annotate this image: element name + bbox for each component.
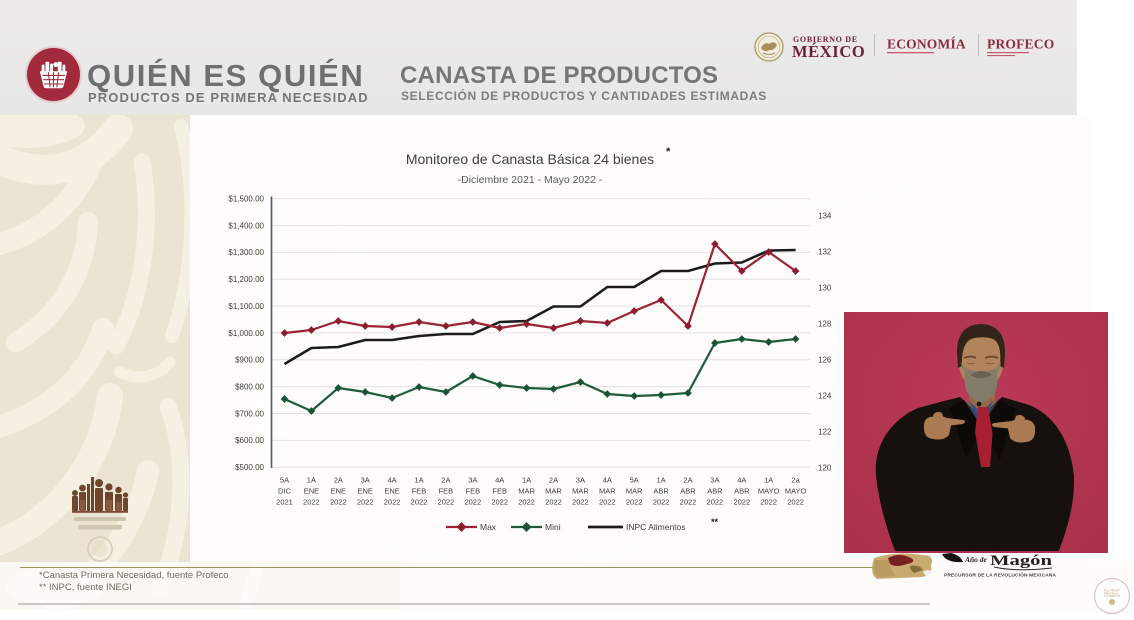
svg-text:*: * (666, 146, 671, 158)
svg-text:2022: 2022 (464, 497, 481, 506)
svg-text:ABR: ABR (707, 486, 723, 495)
svg-text:3A: 3A (576, 475, 585, 484)
svg-text:2022: 2022 (411, 497, 428, 506)
svg-text:ENE: ENE (357, 486, 372, 495)
svg-text:Max: Max (480, 522, 497, 532)
svg-text:$1,300.00: $1,300.00 (228, 248, 264, 257)
svg-text:MAYO: MAYO (758, 486, 780, 495)
svg-text:130: 130 (818, 283, 832, 292)
svg-text:3A: 3A (710, 475, 719, 484)
svg-text:ECONOMÍA: ECONOMÍA (887, 37, 966, 52)
svg-text:ABR: ABR (653, 486, 669, 495)
svg-text:Monitoreo de Canasta Básica 24: Monitoreo de Canasta Básica 24 bienes (406, 151, 654, 167)
svg-text:$600.00: $600.00 (235, 436, 264, 445)
svg-text:134: 134 (818, 211, 832, 220)
svg-text:$500.00: $500.00 (235, 463, 264, 472)
svg-text:INPC Alimentos: INPC Alimentos (626, 522, 686, 532)
svg-text:**: ** (711, 517, 719, 527)
svg-text:124: 124 (818, 391, 832, 400)
svg-text:2022: 2022 (491, 497, 508, 506)
svg-text:120: 120 (818, 463, 832, 472)
svg-text:ENE: ENE (384, 486, 399, 495)
svg-text:4A: 4A (388, 475, 397, 484)
svg-text:4A: 4A (603, 475, 612, 484)
svg-text:2022: 2022 (707, 497, 724, 506)
svg-text:$1,400.00: $1,400.00 (228, 221, 264, 230)
svg-text:4A: 4A (495, 475, 504, 484)
svg-text:2022: 2022 (787, 497, 804, 506)
svg-text:2022: 2022 (653, 497, 670, 506)
svg-text:1A: 1A (307, 475, 316, 484)
svg-text:2022: 2022 (760, 497, 777, 506)
svg-text:$1,100.00: $1,100.00 (228, 302, 264, 311)
svg-text:2022: 2022 (733, 497, 750, 506)
svg-text:4A: 4A (737, 475, 746, 484)
svg-text:2022: 2022 (599, 497, 616, 506)
svg-text:5A: 5A (280, 475, 289, 484)
svg-text:132: 132 (818, 247, 832, 256)
svg-text:2022: 2022 (545, 497, 562, 506)
svg-text:MÉXICO: MÉXICO (792, 42, 865, 61)
svg-text:ABR: ABR (680, 486, 696, 495)
svg-text:1A: 1A (657, 475, 666, 484)
svg-text:MAR: MAR (545, 486, 562, 495)
svg-text:128: 128 (818, 319, 832, 328)
svg-text:3A: 3A (468, 475, 477, 484)
svg-text:2A: 2A (334, 475, 343, 484)
svg-text:$900.00: $900.00 (235, 356, 264, 365)
svg-text:2A: 2A (683, 475, 692, 484)
svg-text:2a: 2a (791, 475, 800, 484)
svg-text:DIC: DIC (278, 486, 292, 495)
svg-text:2022: 2022 (680, 497, 697, 506)
svg-text:2022: 2022 (572, 497, 589, 506)
svg-text:$1,000.00: $1,000.00 (228, 329, 264, 338)
svg-text:Año de: Año de (964, 555, 988, 564)
svg-text:122: 122 (818, 427, 832, 436)
svg-text:ABR: ABR (734, 486, 750, 495)
svg-text:MAR: MAR (518, 486, 535, 495)
svg-text:2022: 2022 (330, 497, 347, 506)
svg-text:MAR: MAR (572, 486, 589, 495)
svg-text:$800.00: $800.00 (235, 382, 264, 391)
svg-text:PROFECO: PROFECO (987, 37, 1054, 52)
svg-text:ENE: ENE (304, 486, 319, 495)
svg-text:MAR: MAR (599, 486, 616, 495)
svg-text:FEB: FEB (466, 486, 481, 495)
svg-text:2022: 2022 (626, 497, 643, 506)
svg-text:Magón: Magón (990, 553, 1053, 569)
svg-text:$700.00: $700.00 (235, 409, 264, 418)
svg-text:Mini: Mini (545, 522, 561, 532)
svg-text:GOBIERNO DE: GOBIERNO DE (793, 35, 858, 44)
svg-text:2022: 2022 (303, 497, 320, 506)
svg-text:2021: 2021 (276, 497, 293, 506)
svg-text:FEB: FEB (439, 486, 454, 495)
svg-text:$1,500.00: $1,500.00 (228, 195, 264, 204)
svg-text:1A: 1A (414, 475, 423, 484)
svg-text:2022: 2022 (518, 497, 535, 506)
svg-text:FEB: FEB (492, 486, 507, 495)
svg-text:3A: 3A (361, 475, 370, 484)
svg-text:2A: 2A (441, 475, 450, 484)
svg-text:2022: 2022 (438, 497, 455, 506)
svg-text:-Diciembre 2021 - Mayo 2022 -: -Diciembre 2021 - Mayo 2022 - (458, 174, 603, 186)
svg-text:2A: 2A (549, 475, 558, 484)
svg-text:2022: 2022 (384, 497, 401, 506)
svg-text:PRECURSOR DE LA REVOLUCIÓN MEX: PRECURSOR DE LA REVOLUCIÓN MEXICANA (944, 571, 1056, 579)
svg-text:$1,200.00: $1,200.00 (228, 275, 264, 284)
svg-text:MAR: MAR (626, 486, 643, 495)
svg-text:FEB: FEB (412, 486, 427, 495)
svg-text:5A: 5A (630, 475, 639, 484)
svg-text:2022: 2022 (357, 497, 374, 506)
svg-text:MAYO: MAYO (785, 486, 807, 495)
svg-text:ENE: ENE (331, 486, 346, 495)
svg-text:1A: 1A (764, 475, 773, 484)
svg-text:126: 126 (818, 355, 832, 364)
svg-text:1A: 1A (522, 475, 531, 484)
